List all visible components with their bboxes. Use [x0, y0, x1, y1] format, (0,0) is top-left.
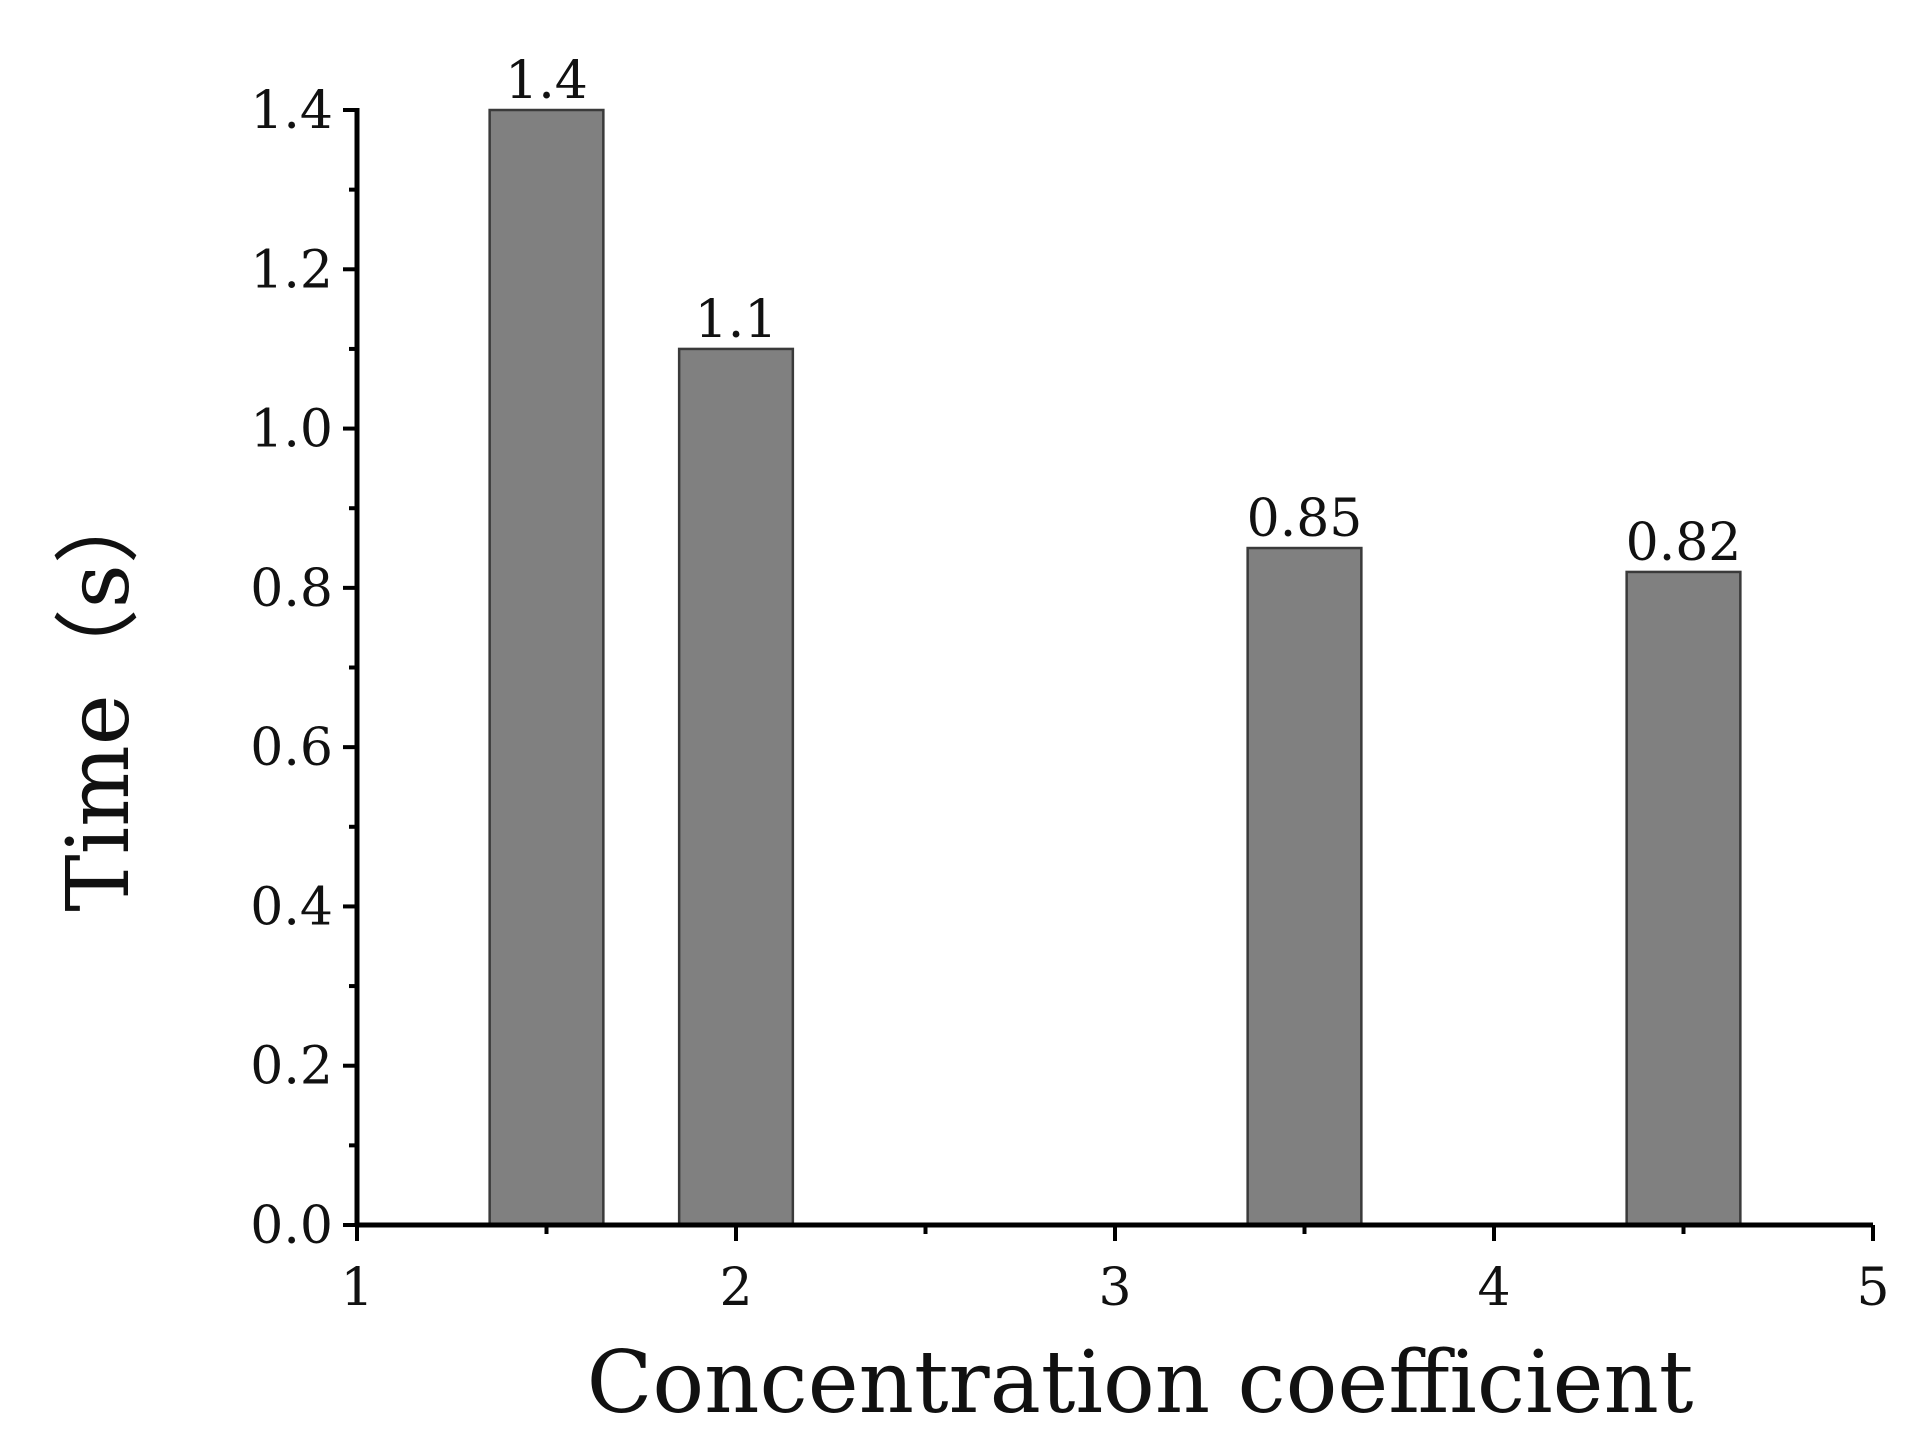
bar-2	[677, 347, 795, 1227]
y-tick-label: 0.4	[250, 877, 333, 937]
y-tick-label: 1.4	[250, 81, 333, 141]
y-tick-label: 0.6	[250, 718, 333, 778]
bar-value-label-4: 0.82	[1626, 513, 1742, 573]
bar-value-label-3: 0.85	[1247, 489, 1363, 549]
x-tick-label: 4	[1477, 1258, 1510, 1318]
x-tick-label: 2	[719, 1258, 752, 1318]
y-tick-label: 1.0	[250, 400, 333, 460]
bar-4	[1625, 570, 1742, 1227]
bar-3	[1246, 546, 1363, 1227]
value-labels-group: 1.4 1.1 0.85 0.82	[505, 51, 1741, 573]
y-tick-label: 0.0	[250, 1196, 333, 1256]
x-axis: 1 2 3 4 5	[340, 1222, 1890, 1318]
x-tick-label: 3	[1098, 1258, 1131, 1318]
bar-value-label-2: 1.1	[695, 290, 778, 350]
y-tick-label: 0.2	[250, 1037, 333, 1097]
x-axis-title: Concentration coefficient	[587, 1333, 1694, 1433]
bar-1	[488, 108, 605, 1227]
y-axis: 0.0 0.2 0.4 0.6 0.8 1.0 1.2 1.4	[250, 81, 360, 1256]
bars-group	[488, 108, 1742, 1227]
x-tick-label: 1	[340, 1258, 373, 1318]
x-tick-label: 5	[1856, 1258, 1889, 1318]
bar-value-label-1: 1.4	[505, 51, 588, 111]
y-tick-label: 1.2	[250, 240, 333, 300]
y-tick-label: 0.8	[250, 559, 333, 619]
y-axis-title: Time（s）	[49, 478, 149, 911]
